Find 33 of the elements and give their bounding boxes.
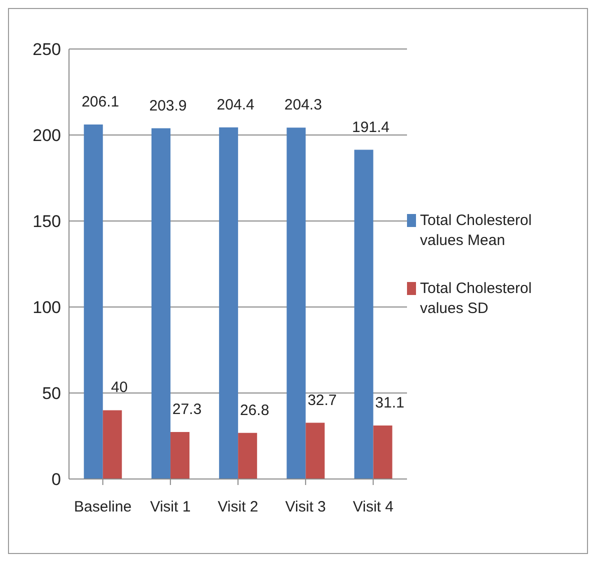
bar: [238, 432, 258, 479]
x-tick-label: Visit 2: [218, 498, 258, 516]
x-tick-label: Baseline: [74, 498, 132, 516]
bar: [354, 150, 374, 479]
bar: [170, 432, 190, 479]
data-label: 204.3: [284, 96, 322, 114]
data-label: 40: [111, 379, 128, 396]
bar: [102, 410, 122, 479]
data-label: 32.7: [308, 392, 337, 409]
y-tick-label: 0: [52, 470, 61, 490]
data-label: 26.8: [240, 402, 270, 419]
bar: [84, 124, 103, 479]
x-tick-label: Visit 4: [352, 498, 394, 516]
y-tick-label: 250: [32, 40, 61, 60]
x-tick-label: Visit 3: [285, 498, 326, 516]
y-tick-label: 100: [32, 298, 61, 318]
data-label: 27.3: [172, 401, 202, 418]
data-label: 203.9: [149, 97, 187, 114]
bar: [151, 128, 170, 479]
bar: [219, 127, 238, 479]
data-label: 206.1: [82, 94, 120, 111]
bar: [286, 128, 306, 479]
legend-label: Total Cholesterol values SD: [420, 279, 533, 319]
bar: [373, 426, 392, 479]
data-label: 191.4: [352, 118, 390, 136]
y-tick-label: 200: [32, 126, 61, 146]
data-label: 31.1: [375, 394, 404, 412]
bar: [306, 422, 325, 479]
data-label: 204.4: [216, 96, 254, 114]
y-tick-label: 50: [42, 384, 61, 404]
x-tick-label: Visit 1: [150, 498, 191, 516]
legend-label: Total Cholesterol values Mean: [420, 211, 533, 251]
y-tick-label: 150: [32, 212, 61, 232]
